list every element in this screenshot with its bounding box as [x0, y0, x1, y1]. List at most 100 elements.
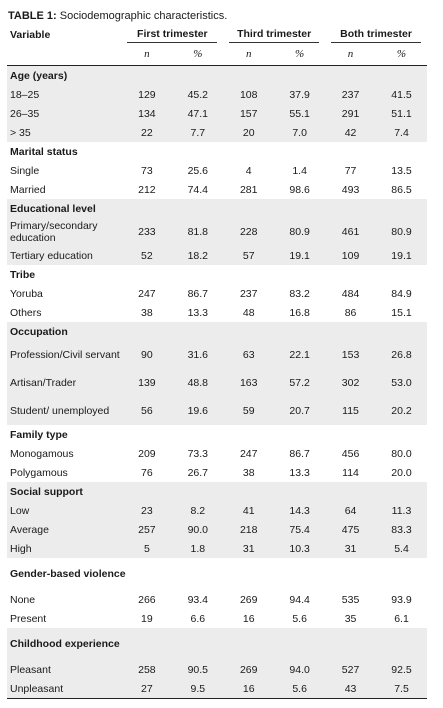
count-cell: 38	[141, 306, 153, 319]
count-cell: 493	[341, 183, 360, 196]
subheader-n: n	[223, 43, 275, 66]
percent-cell: 10.3	[274, 539, 326, 558]
count-cell: 48	[242, 306, 255, 319]
count-cell: 19	[141, 612, 153, 625]
count-cell: 139	[121, 369, 173, 397]
table-row: 18–25 129 45.2 108 37.9 237 41.5	[7, 85, 427, 104]
percent-cell: 18.2	[172, 246, 224, 265]
sociodemographic-table: Variable First trimester Third trimester…	[7, 27, 427, 699]
section-header-row: Educational level	[7, 199, 427, 218]
count-cell: 233	[121, 218, 173, 246]
subheader-empty	[7, 43, 122, 66]
count-cell: 41	[223, 501, 275, 520]
percent-cell: 73.3	[187, 447, 208, 460]
count-cell: 484	[341, 287, 360, 300]
row-label: 26–35	[7, 104, 122, 123]
count-cell: 247	[138, 287, 156, 300]
count-cell: 43	[325, 679, 376, 699]
count-cell: 456	[341, 447, 360, 460]
table-row: Others 38 13.3 48 16.8 86 15.1	[7, 303, 427, 322]
percent-cell: 6.6	[190, 612, 206, 625]
subheader-n: n	[325, 43, 376, 66]
table-caption-text: Sociodemographic characteristics.	[56, 10, 228, 22]
table-row: Average 257 90.0 218 75.4 475 83.3	[7, 520, 427, 539]
subheader-n: n	[121, 43, 173, 66]
section-header-row: Gender-based violence	[7, 558, 427, 590]
count-cell: 269	[223, 660, 275, 679]
count-cell: 57	[223, 246, 275, 265]
percent-cell: 84.9	[391, 287, 412, 300]
variable-header: Variable	[10, 29, 51, 41]
row-label: Low	[7, 501, 122, 520]
count-cell: 16	[223, 679, 275, 699]
table-caption-label: TABLE 1:	[8, 10, 57, 22]
count-cell: 31	[223, 539, 275, 558]
section-title: Tribe	[10, 268, 36, 281]
group-header-third-trimester: Third trimester	[223, 27, 325, 43]
count-cell: 218	[223, 520, 275, 539]
table-row: Pleasant 258 90.5 269 94.0 527 92.5	[7, 660, 427, 679]
count-cell: 64	[325, 501, 376, 520]
count-cell: 134	[121, 104, 173, 123]
section-title: Occupation	[7, 322, 427, 341]
percent-cell: 83.3	[375, 520, 427, 539]
row-label: > 35	[7, 123, 122, 142]
count-cell: 258	[121, 660, 173, 679]
table-row: Married 212 74.4 281 98.6 493 86.5	[7, 180, 427, 199]
percent-cell: 7.0	[274, 123, 326, 142]
count-cell: 59	[223, 397, 275, 425]
count-cell: 228	[223, 218, 275, 246]
section-header-row: Tribe	[7, 265, 427, 284]
table-body: Age (years) 18–25 129 45.2 108 37.9 237 41.5 26–…	[7, 65, 427, 699]
count-cell: 73	[141, 164, 153, 177]
percent-cell: 80.9	[375, 218, 427, 246]
header-row: Variable First trimester Third trimester…	[7, 27, 427, 43]
percent-cell: 25.6	[187, 164, 208, 177]
table-row: Primary/secondary education 233 81.8 228 80.…	[7, 218, 427, 246]
subheader-percent: %	[375, 43, 427, 66]
percent-cell: 8.2	[172, 501, 224, 520]
percent-cell: 86.5	[391, 183, 412, 196]
table-row: Low 23 8.2 41 14.3 64 11.3	[7, 501, 427, 520]
table-row: Unpleasant 27 9.5 16 5.6 43 7.5	[7, 679, 427, 699]
percent-cell: 90.0	[172, 520, 224, 539]
section-header-row: Social support	[7, 482, 427, 501]
percent-cell: 92.5	[375, 660, 427, 679]
section-title: Age (years)	[7, 65, 427, 85]
percent-cell: 11.3	[375, 501, 427, 520]
percent-cell: 5.6	[292, 612, 307, 625]
count-cell: 153	[325, 341, 376, 369]
row-label: Single	[10, 164, 40, 177]
subheader-percent: %	[172, 43, 224, 66]
count-cell: 114	[342, 466, 359, 479]
row-label: Artisan/Trader	[7, 369, 122, 397]
table-caption: TABLE 1: Sociodemographic characteristic…	[8, 9, 227, 23]
percent-cell: 13.5	[391, 164, 412, 177]
row-label: None	[10, 593, 36, 606]
section-header-row: Childhood experience	[7, 628, 427, 660]
percent-cell: 57.2	[274, 369, 326, 397]
percent-cell: 14.3	[274, 501, 326, 520]
percent-cell: 26.7	[187, 466, 208, 479]
percent-cell: 55.1	[274, 104, 326, 123]
percent-cell: 13.3	[187, 306, 208, 319]
percent-cell: 74.4	[187, 183, 208, 196]
percent-cell: 83.2	[289, 287, 310, 300]
percent-cell: 15.1	[391, 306, 412, 319]
count-cell: 108	[223, 85, 275, 104]
table-row: High 5 1.8 31 10.3 31 5.4	[7, 539, 427, 558]
count-cell: 35	[344, 612, 357, 625]
section-header-row: Occupation	[7, 322, 427, 341]
count-cell: 266	[138, 593, 156, 606]
percent-cell: 48.8	[172, 369, 224, 397]
count-cell: 42	[325, 123, 376, 142]
table-row: Present 19 6.6 16 5.6 35 6.1	[7, 609, 427, 628]
percent-cell: 19.1	[375, 246, 427, 265]
percent-cell: 75.4	[274, 520, 326, 539]
percent-cell: 7.4	[375, 123, 427, 142]
count-cell: 16	[242, 612, 255, 625]
count-cell: 212	[138, 183, 156, 196]
percent-cell: 93.4	[187, 593, 208, 606]
row-label: Tertiary education	[7, 246, 122, 265]
